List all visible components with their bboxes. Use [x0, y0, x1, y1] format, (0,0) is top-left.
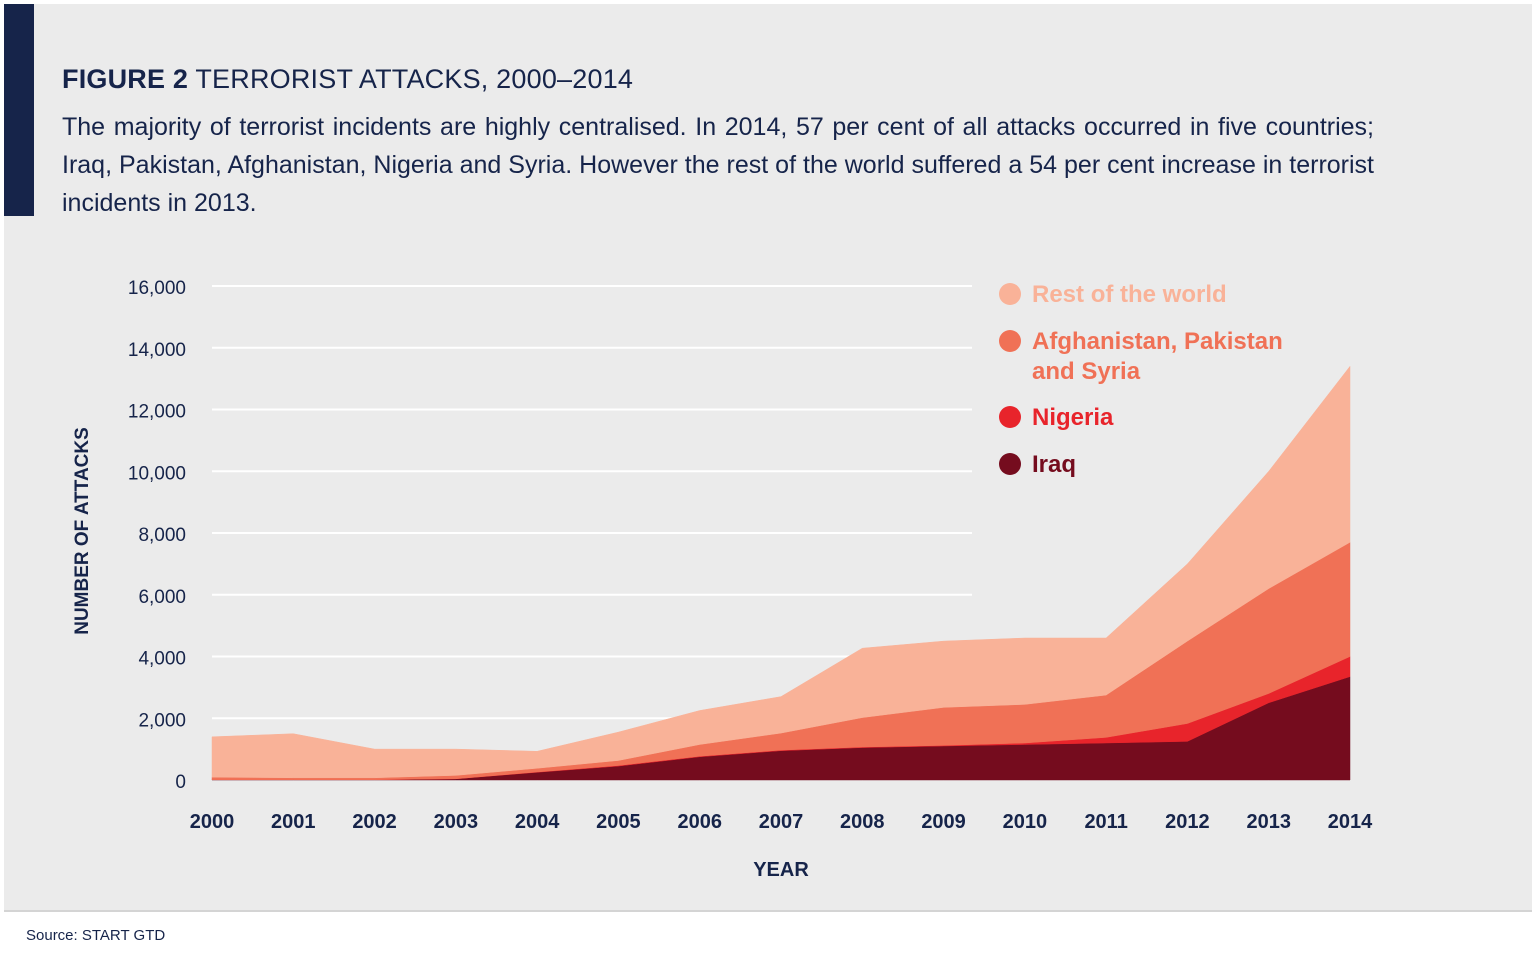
x-tick-label: 2005: [596, 811, 641, 833]
figure-number: FIGURE 2: [62, 64, 189, 94]
legend-label-rest-of-the-world: Rest of the world: [1032, 281, 1227, 308]
source-note: Source: START GTD: [26, 927, 166, 944]
x-tick-label: 2007: [759, 811, 804, 833]
y-axis-ticks: 0 2,000 4,000 6,000 8,000 10,000 12,000 14,000 1…: [128, 278, 186, 793]
figure-title: FIGURE 2 TERRORIST ATTACKS, 2000–2014: [62, 64, 633, 95]
y-tick-label: 0: [175, 772, 186, 793]
y-tick-label: 8,000: [138, 525, 186, 546]
figure-title-text: TERRORIST ATTACKS, 2000–2014: [195, 64, 634, 94]
x-tick-label: 2014: [1328, 811, 1373, 833]
y-tick-label: 10,000: [128, 463, 186, 484]
y-tick-label: 2,000: [138, 710, 186, 731]
x-tick-label: 2012: [1165, 811, 1210, 833]
x-axis-ticks: 2000 2001 2002 2003 2004 2005 2006 2007 2008 2009…: [190, 811, 1373, 833]
x-tick-label: 2006: [677, 811, 722, 833]
y-tick-label: 6,000: [138, 587, 186, 608]
figure-accent-bar: [4, 4, 34, 216]
x-tick-label: 2003: [434, 811, 479, 833]
legend-swatch-afghanistan-pakistan-and-syria: [999, 330, 1021, 352]
source-divider: [4, 910, 1532, 912]
y-axis-label: NUMBER OF ATTACKS: [72, 427, 93, 635]
y-tick-label: 4,000: [138, 649, 186, 670]
figure-description: The majority of terrorist incidents are …: [62, 113, 1374, 217]
x-tick-label: 2008: [840, 811, 885, 833]
legend-swatch-nigeria: [999, 406, 1021, 428]
x-tick-label: 2010: [1003, 811, 1048, 833]
y-tick-label: 12,000: [128, 402, 186, 423]
legend-label-nigeria: Nigeria: [1032, 404, 1114, 431]
x-tick-label: 2004: [515, 811, 560, 833]
x-tick-label: 2009: [921, 811, 966, 833]
x-tick-label: 2002: [352, 811, 397, 833]
area-rest-of-the-world: [211, 365, 1351, 779]
legend-label-afghanistan-pakistan-and-syria: Afghanistan, Pakistan and Syria: [1032, 328, 1283, 385]
y-tick-label: 16,000: [128, 278, 186, 299]
legend-swatch-rest-of-the-world: [999, 283, 1021, 305]
x-tick-label: 2011: [1084, 811, 1127, 833]
legend-swatch-iraq: [999, 453, 1021, 475]
x-tick-label: 2013: [1246, 811, 1291, 833]
y-tick-label: 14,000: [128, 340, 186, 361]
x-axis-label: YEAR: [753, 859, 809, 881]
x-tick-label: 2000: [190, 811, 235, 833]
chart-areas: [211, 365, 1351, 781]
chart-legend: Rest of the world Afghanistan, Pakistan an…: [999, 281, 1283, 478]
legend-label-iraq: Iraq: [1032, 451, 1076, 478]
x-tick-label: 2001: [271, 811, 316, 833]
